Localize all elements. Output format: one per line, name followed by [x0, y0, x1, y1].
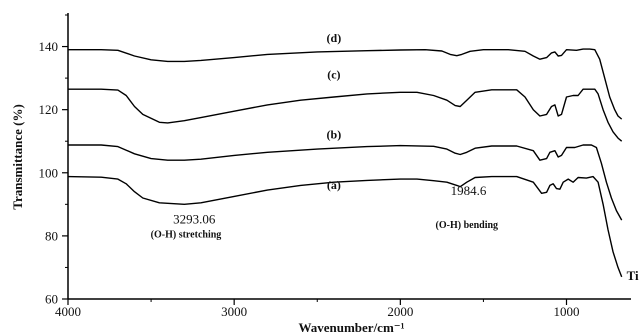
y-axis-title: Transmittance (%)	[10, 104, 25, 210]
x-tick-label: 1000	[554, 304, 580, 319]
y-tick-label: 120	[39, 102, 59, 117]
annotation-label: (d)	[327, 31, 342, 45]
y-tick-label: 140	[39, 39, 59, 54]
annotation-label: 3293.06	[173, 211, 216, 226]
x-axis-title: Wavenumber/cm⁻¹	[298, 320, 404, 335]
annotation-label: (c)	[327, 68, 340, 82]
annotation-label: (b)	[327, 128, 342, 142]
annotation-label: TiO₂	[627, 268, 639, 283]
annotation-label: 1984.6	[451, 183, 487, 198]
annotation-label: (a)	[327, 178, 341, 192]
x-tick-label: 4000	[55, 304, 81, 319]
y-tick-label: 100	[39, 165, 59, 180]
spectrum-line-d	[68, 48, 623, 120]
y-tick-label: 80	[45, 228, 58, 243]
annotation-label: (O-H) bending	[436, 220, 499, 231]
spectrum-line-c	[68, 88, 623, 142]
spectrum-line-a	[67, 175, 623, 278]
y-tick-label: 60	[45, 292, 58, 307]
annotation-label: (O-H) stretching	[151, 229, 222, 240]
x-tick-label: 2000	[387, 304, 413, 319]
spectrum-line-b	[68, 144, 623, 221]
x-tick-label: 3000	[221, 304, 247, 319]
